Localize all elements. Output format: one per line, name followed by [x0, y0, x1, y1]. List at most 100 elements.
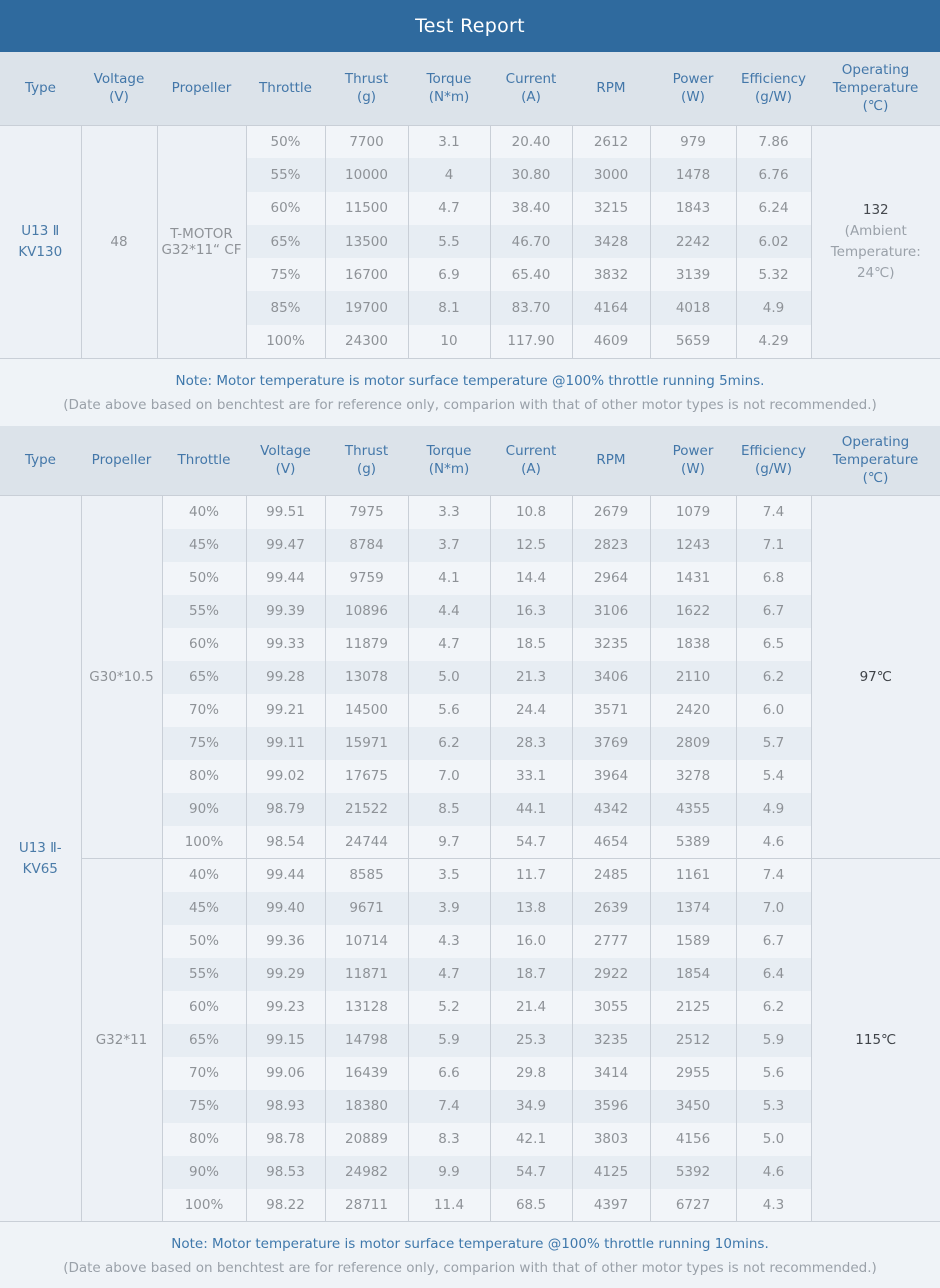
column-header: Throttle — [246, 52, 325, 126]
table-row: 90% 98.79 21522 8.5 44.1 4342 4355 4.9 — [0, 792, 940, 826]
thrust-cell: 14798 — [324, 1023, 409, 1057]
voltage-cell: 99.36 — [245, 924, 326, 958]
column-header: Throttle — [162, 425, 246, 497]
rpm-cell: 3803 — [571, 1122, 651, 1156]
table-row: 55% 99.29 11871 4.7 18.7 2922 1854 6.4 — [0, 957, 940, 991]
efficiency-cell: 6.7 — [735, 924, 812, 958]
power-cell: 2955 — [649, 1056, 737, 1090]
voltage-cell: 99.29 — [245, 957, 326, 991]
efficiency-cell: 6.02 — [735, 224, 812, 259]
propeller-cell: G32*11 — [80, 858, 163, 1222]
power-cell: 5389 — [649, 825, 737, 859]
rpm-cell: 3964 — [571, 759, 651, 793]
power-cell: 4018 — [649, 291, 737, 325]
throttle-cell: 80% — [161, 759, 247, 793]
thrust-cell: 13078 — [324, 660, 409, 694]
current-cell: 24.4 — [489, 693, 573, 727]
current-cell: 28.3 — [489, 726, 573, 760]
thrust-cell: 14500 — [324, 693, 409, 727]
torque-cell: 6.2 — [407, 726, 491, 760]
current-cell: 54.7 — [489, 1155, 573, 1189]
efficiency-cell: 7.86 — [735, 125, 812, 159]
rpm-cell: 4654 — [571, 825, 651, 859]
column-header: Efficiency (g/W) — [736, 425, 811, 497]
table-row: 65% 13500 5.5 46.70 3428 2242 6.02 — [0, 224, 940, 259]
power-cell: 4355 — [649, 792, 737, 826]
throttle-cell: 45% — [161, 891, 247, 925]
efficiency-cell: 4.3 — [735, 1188, 812, 1222]
throttle-cell: 55% — [245, 158, 326, 192]
power-cell: 6727 — [649, 1188, 737, 1222]
table-row: 50% 99.44 9759 4.1 14.4 2964 1431 6.8 — [0, 561, 940, 595]
thrust-cell: 16700 — [324, 258, 409, 292]
rpm-cell: 2922 — [571, 957, 651, 991]
table-row: U13 Ⅱ- KV65 G30*10.5 40% 99.51 7975 3.3 10.8 26… — [0, 495, 940, 1222]
throttle-cell: 65% — [161, 660, 247, 694]
torque-cell: 6.6 — [407, 1056, 491, 1090]
torque-cell: 5.5 — [407, 224, 491, 259]
table-row: 75% 99.11 15971 6.2 28.3 3769 2809 5.7 — [0, 726, 940, 760]
header-row: Type Voltage (V) Propeller Throttle Thrust (… — [0, 52, 940, 126]
power-cell: 1431 — [649, 561, 737, 595]
torque-cell: 9.7 — [407, 825, 491, 859]
torque-cell: 4.1 — [407, 561, 491, 595]
throttle-cell: 55% — [161, 957, 247, 991]
throttle-cell: 75% — [161, 726, 247, 760]
efficiency-cell: 6.76 — [735, 158, 812, 192]
thrust-cell: 24744 — [324, 825, 409, 859]
table-row: 65% 99.28 13078 5.0 21.3 3406 2110 6.2 — [0, 660, 940, 694]
torque-cell: 7.4 — [407, 1089, 491, 1123]
efficiency-cell: 4.29 — [735, 324, 812, 359]
temp-value: 132 — [862, 202, 889, 219]
voltage-cell: 99.23 — [245, 990, 326, 1024]
throttle-cell: 100% — [161, 1188, 247, 1222]
thrust-cell: 7975 — [324, 495, 409, 529]
table1-body: U13 Ⅱ KV130 48 T-MOTOR G32*11“ CF 50% 7700 3.… — [0, 125, 940, 359]
torque-cell: 4.7 — [407, 191, 491, 225]
temp-detail: (Ambient Temperature: 24℃) — [830, 223, 921, 282]
column-header: Efficiency (g/W) — [736, 52, 811, 126]
torque-cell: 7.0 — [407, 759, 491, 793]
current-cell: 13.8 — [489, 891, 573, 925]
rpm-cell: 2612 — [571, 125, 651, 159]
propeller-cell: T-MOTOR G32*11“ CF — [156, 125, 247, 359]
efficiency-cell: 5.3 — [735, 1089, 812, 1123]
power-cell: 2420 — [649, 693, 737, 727]
voltage-cell: 98.53 — [245, 1155, 326, 1189]
column-header: Thrust (g) — [325, 425, 408, 497]
type-cell: U13 Ⅱ- KV65 — [0, 495, 82, 1222]
torque-cell: 3.5 — [407, 858, 491, 892]
test-table-1: Type Voltage (V) Propeller Throttle Thrust (… — [0, 52, 940, 359]
operating-temp-cell: 97℃ — [810, 495, 940, 859]
table-row: 65% 99.15 14798 5.9 25.3 3235 2512 5.9 — [0, 1023, 940, 1057]
current-cell: 12.5 — [489, 528, 573, 562]
current-cell: 20.40 — [489, 125, 573, 159]
column-header: Propeller — [157, 52, 246, 126]
torque-cell: 8.1 — [407, 291, 491, 325]
rpm-cell: 3414 — [571, 1056, 651, 1090]
throttle-cell: 90% — [161, 792, 247, 826]
throttle-cell: 40% — [161, 858, 247, 892]
rpm-cell: 3000 — [571, 158, 651, 192]
current-cell: 18.7 — [489, 957, 573, 991]
torque-cell: 4.3 — [407, 924, 491, 958]
thrust-cell: 16439 — [324, 1056, 409, 1090]
note-2-line-2: (Date above based on benchtest are for r… — [63, 1260, 877, 1277]
current-cell: 38.40 — [489, 191, 573, 225]
rpm-cell: 3571 — [571, 693, 651, 727]
thrust-cell: 28711 — [324, 1188, 409, 1222]
column-header: Thrust (g) — [325, 52, 408, 126]
thrust-cell: 11871 — [324, 957, 409, 991]
thrust-cell: 11500 — [324, 191, 409, 225]
torque-cell: 9.9 — [407, 1155, 491, 1189]
current-cell: 16.3 — [489, 594, 573, 628]
table-row: 75% 16700 6.9 65.40 3832 3139 5.32 — [0, 258, 940, 292]
torque-cell: 8.3 — [407, 1122, 491, 1156]
voltage-cell: 99.11 — [245, 726, 326, 760]
propeller-cell: G30*10.5 — [80, 495, 163, 859]
throttle-cell: 100% — [245, 324, 326, 359]
rpm-cell: 2679 — [571, 495, 651, 529]
power-cell: 2512 — [649, 1023, 737, 1057]
current-cell: 21.4 — [489, 990, 573, 1024]
rpm-cell: 3428 — [571, 224, 651, 259]
